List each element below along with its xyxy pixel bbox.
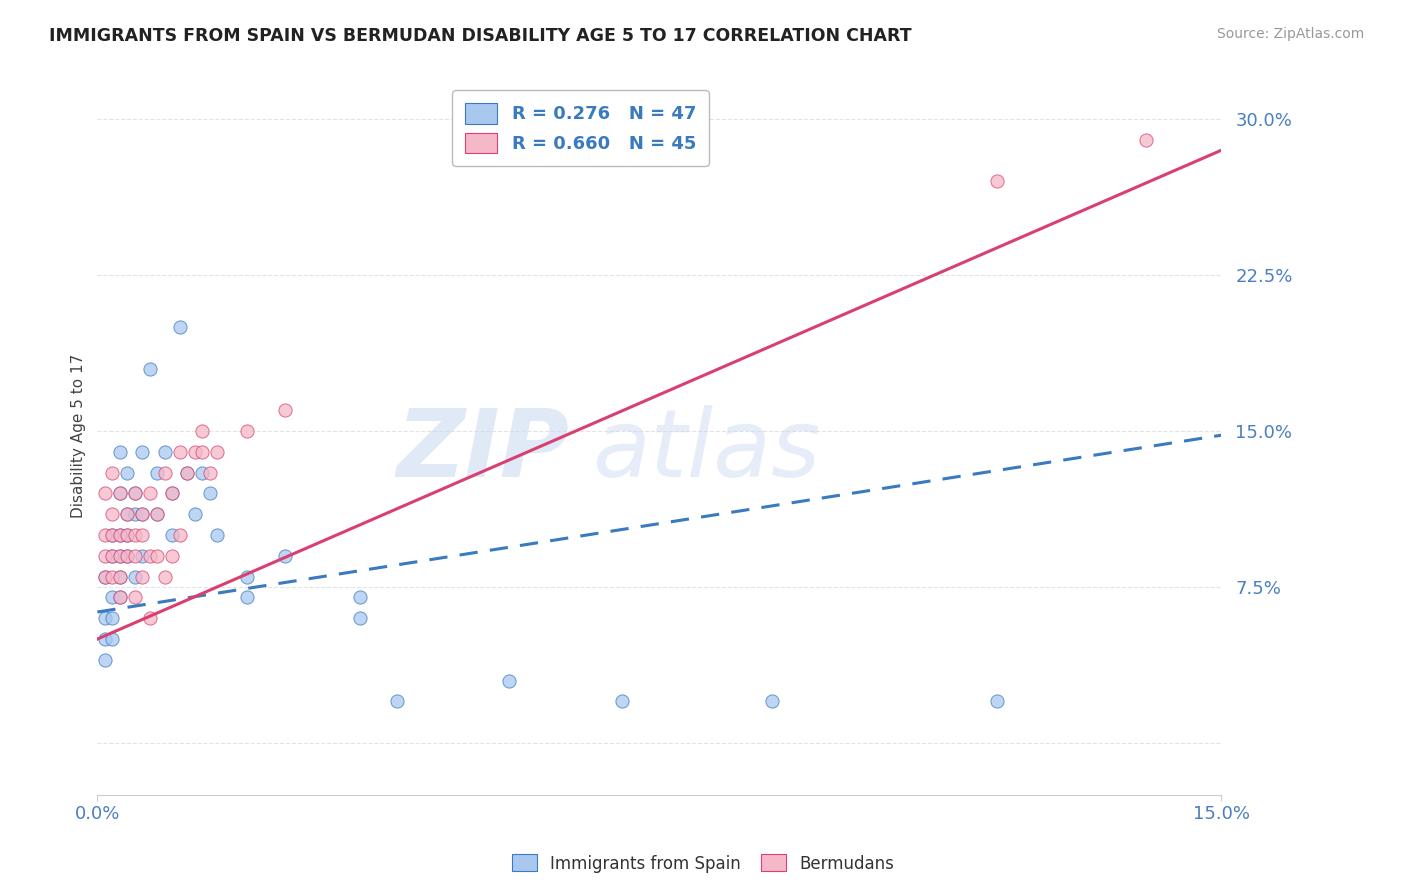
Point <box>1135 133 1157 147</box>
Point <box>108 569 131 583</box>
Point <box>124 528 146 542</box>
Point <box>139 361 162 376</box>
Point <box>124 569 146 583</box>
Point <box>101 569 124 583</box>
Point <box>94 549 117 563</box>
Point <box>191 424 214 438</box>
Point <box>108 591 131 605</box>
Point <box>124 508 146 522</box>
Point <box>117 528 139 542</box>
Point <box>162 486 184 500</box>
Point <box>273 403 295 417</box>
Point <box>498 673 520 688</box>
Point <box>108 528 131 542</box>
Point <box>139 486 162 500</box>
Point <box>124 591 146 605</box>
Point <box>101 611 124 625</box>
Point <box>117 528 139 542</box>
Point <box>108 591 131 605</box>
Point <box>101 632 124 646</box>
Point <box>94 569 117 583</box>
Point <box>162 549 184 563</box>
Text: atlas: atlas <box>592 405 820 496</box>
Point <box>385 694 408 708</box>
Point <box>207 445 229 459</box>
Point <box>108 549 131 563</box>
Point <box>117 466 139 480</box>
Point <box>139 611 162 625</box>
Point <box>131 508 153 522</box>
Point <box>108 486 131 500</box>
Point <box>108 528 131 542</box>
Point <box>94 632 117 646</box>
Point <box>153 569 176 583</box>
Point <box>131 569 153 583</box>
Point <box>184 445 207 459</box>
Point <box>236 424 259 438</box>
Point <box>117 549 139 563</box>
Point <box>986 694 1008 708</box>
Point <box>349 591 371 605</box>
Point <box>117 549 139 563</box>
Point <box>101 466 124 480</box>
Point <box>124 486 146 500</box>
Point <box>124 486 146 500</box>
Point <box>146 549 169 563</box>
Point <box>146 466 169 480</box>
Point <box>131 445 153 459</box>
Point <box>108 445 131 459</box>
Point <box>761 694 783 708</box>
Text: Source: ZipAtlas.com: Source: ZipAtlas.com <box>1216 27 1364 41</box>
Point <box>176 466 198 480</box>
Point <box>191 466 214 480</box>
Point <box>162 486 184 500</box>
Point <box>198 466 221 480</box>
Point <box>101 591 124 605</box>
Point <box>610 694 633 708</box>
Point <box>101 549 124 563</box>
Point <box>101 549 124 563</box>
Point <box>146 508 169 522</box>
Legend: R = 0.276   N = 47, R = 0.660   N = 45: R = 0.276 N = 47, R = 0.660 N = 45 <box>453 90 709 166</box>
Point <box>986 174 1008 188</box>
Point <box>108 549 131 563</box>
Point <box>236 569 259 583</box>
Point <box>108 486 131 500</box>
Point <box>191 445 214 459</box>
Point <box>153 445 176 459</box>
Text: IMMIGRANTS FROM SPAIN VS BERMUDAN DISABILITY AGE 5 TO 17 CORRELATION CHART: IMMIGRANTS FROM SPAIN VS BERMUDAN DISABI… <box>49 27 912 45</box>
Point <box>153 466 176 480</box>
Point <box>162 528 184 542</box>
Point <box>169 320 191 334</box>
Point <box>108 569 131 583</box>
Point <box>94 486 117 500</box>
Point <box>176 466 198 480</box>
Point <box>349 611 371 625</box>
Point <box>94 611 117 625</box>
Text: ZIP: ZIP <box>396 405 569 497</box>
Point <box>169 528 191 542</box>
Point <box>131 508 153 522</box>
Legend: Immigrants from Spain, Bermudans: Immigrants from Spain, Bermudans <box>505 847 901 880</box>
Point <box>207 528 229 542</box>
Point <box>101 528 124 542</box>
Point <box>117 508 139 522</box>
Y-axis label: Disability Age 5 to 17: Disability Age 5 to 17 <box>72 354 86 518</box>
Point <box>101 508 124 522</box>
Point <box>198 486 221 500</box>
Point <box>146 508 169 522</box>
Point <box>131 549 153 563</box>
Point <box>94 528 117 542</box>
Point <box>131 528 153 542</box>
Point <box>139 549 162 563</box>
Point <box>94 653 117 667</box>
Point <box>94 569 117 583</box>
Point <box>273 549 295 563</box>
Point <box>169 445 191 459</box>
Point <box>124 549 146 563</box>
Point <box>184 508 207 522</box>
Point <box>236 591 259 605</box>
Point <box>117 508 139 522</box>
Point <box>101 528 124 542</box>
